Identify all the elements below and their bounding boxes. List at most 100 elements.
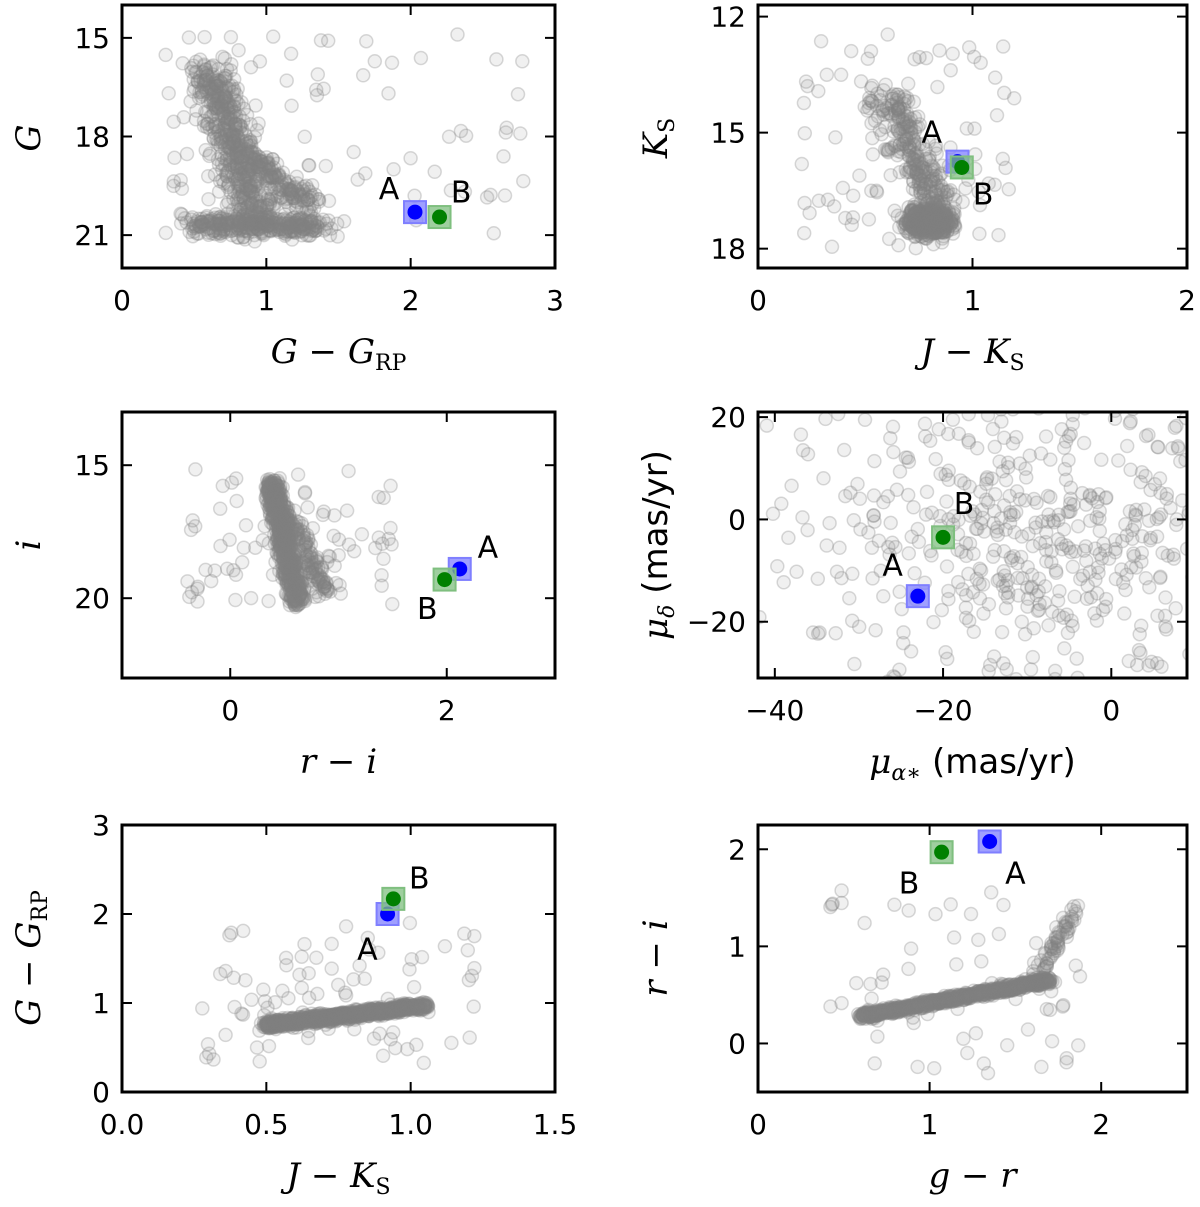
field-star-point <box>230 130 246 145</box>
field-star-point <box>309 584 324 600</box>
field-star-point <box>185 221 200 236</box>
field-star-point <box>924 217 939 233</box>
field-star-point <box>315 212 331 228</box>
field-star-point <box>924 204 940 220</box>
field-star-point <box>929 216 944 231</box>
field-star-point <box>925 219 941 235</box>
field-star-point <box>208 76 223 91</box>
field-star-point <box>277 224 293 239</box>
field-star-point <box>969 393 982 406</box>
field-star-point <box>938 208 954 224</box>
field-star-point <box>889 681 902 694</box>
field-star-point <box>930 79 945 95</box>
field-star-point <box>249 208 264 224</box>
field-star-point <box>302 215 317 231</box>
field-star-point <box>1191 568 1200 581</box>
field-star-point <box>929 220 945 236</box>
field-star-point <box>226 562 241 578</box>
field-star-point <box>281 181 296 197</box>
field-star-point <box>284 182 299 198</box>
field-star-point <box>204 211 219 227</box>
field-star-point <box>301 219 317 234</box>
field-star-point <box>254 224 269 239</box>
field-star-point <box>279 73 294 88</box>
field-star-point <box>976 606 991 621</box>
field-star-point <box>911 216 926 232</box>
field-star-point <box>1001 182 1017 197</box>
field-star-point <box>234 155 249 170</box>
field-star-point <box>338 919 354 934</box>
field-star-point <box>955 389 968 402</box>
field-star-point <box>919 218 935 233</box>
field-star-point <box>385 596 400 612</box>
field-star-point <box>926 209 942 225</box>
field-star-point <box>927 220 943 236</box>
field-star-point <box>324 961 339 976</box>
field-star-point <box>994 624 1010 640</box>
field-star-point <box>255 215 271 230</box>
field-star-point <box>311 194 327 209</box>
field-star-point <box>388 1040 403 1056</box>
field-star-point <box>293 224 308 240</box>
field-star-point <box>238 220 254 235</box>
field-star-point <box>195 217 210 232</box>
field-star-point <box>1038 534 1053 550</box>
field-star-point <box>234 170 250 185</box>
field-star-point <box>441 129 457 144</box>
field-star-point <box>462 1030 477 1045</box>
field-star-point <box>911 213 927 228</box>
field-star-point <box>926 206 942 221</box>
field-star-point <box>229 142 244 158</box>
field-star-point <box>921 212 937 227</box>
field-star-point <box>1086 709 1099 722</box>
field-star-point <box>205 119 220 135</box>
field-star-point <box>316 504 332 519</box>
field-star-point <box>221 176 236 192</box>
x-axis-label-text: G − GRP <box>271 332 407 376</box>
field-star-point <box>264 169 279 185</box>
field-star-point <box>224 215 239 230</box>
field-star-point <box>213 209 228 225</box>
field-star-point <box>250 215 266 230</box>
field-star-point <box>285 211 300 226</box>
field-star-point <box>287 190 302 206</box>
field-star-point <box>924 217 940 232</box>
field-star-point <box>1023 662 1039 677</box>
field-star-point <box>961 40 977 55</box>
field-star-point <box>230 196 246 212</box>
field-star-point <box>1002 488 1017 504</box>
field-star-point <box>306 201 322 216</box>
field-star-point <box>923 214 938 229</box>
field-star-point <box>293 219 308 234</box>
field-star-point <box>225 85 240 100</box>
field-star-point <box>233 219 249 235</box>
field-star-point <box>245 189 261 205</box>
field-star-point <box>931 222 947 238</box>
field-star-point <box>283 219 299 234</box>
y-tick-label: 3 <box>92 809 110 842</box>
field-star-point <box>199 216 215 232</box>
field-star-point <box>220 169 235 184</box>
field-star-point <box>233 217 248 232</box>
field-star-point <box>238 164 253 179</box>
field-star-point <box>937 220 952 236</box>
field-star-point <box>881 350 894 363</box>
field-star-point <box>191 226 206 241</box>
field-star-point <box>917 214 932 229</box>
star-b-point <box>935 529 951 545</box>
field-star-point <box>250 152 266 167</box>
field-star-point <box>228 117 244 132</box>
field-star-point <box>916 207 932 223</box>
field-star-point <box>1192 496 1200 509</box>
field-star-point <box>928 210 943 225</box>
field-star-point <box>427 164 442 180</box>
star-b-label: B <box>451 175 472 210</box>
field-star-point <box>243 168 258 184</box>
field-star-point <box>233 138 249 153</box>
field-star-point <box>284 183 300 199</box>
field-star-point <box>251 215 266 230</box>
field-star-point <box>273 182 288 198</box>
field-star-point <box>496 149 511 164</box>
field-star-point <box>925 215 940 230</box>
field-star-point <box>230 217 245 233</box>
